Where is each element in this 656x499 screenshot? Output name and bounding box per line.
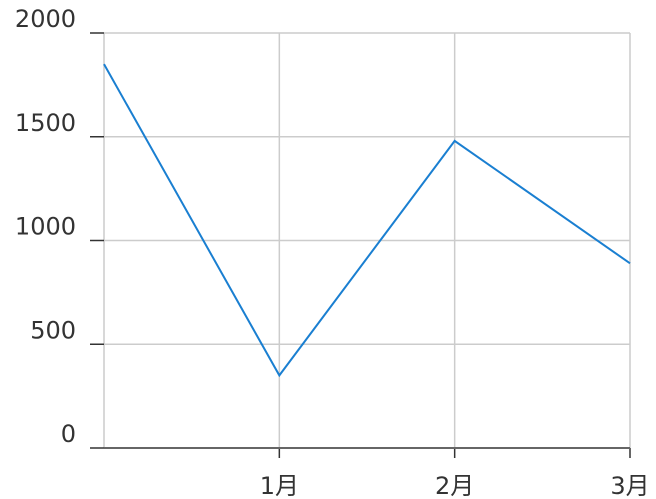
y-tick-label: 1500 — [15, 109, 76, 137]
y-tick-label: 500 — [30, 316, 76, 344]
y-tick-label: 1000 — [15, 213, 76, 241]
series-line — [103, 63, 631, 378]
y-tick-label: 2000 — [15, 5, 76, 33]
y-tick-label: 0 — [61, 420, 76, 448]
axes — [90, 32, 631, 458]
series-layer — [103, 63, 631, 378]
x-tick-label: 2月 — [435, 472, 474, 499]
x-tick-label: 3月 — [610, 472, 649, 499]
x-tick-label: 1月 — [260, 472, 299, 499]
tick-labels: 0 500 1000 1500 2000 1月 2月 3月 — [15, 5, 650, 499]
grid — [103, 32, 631, 448]
